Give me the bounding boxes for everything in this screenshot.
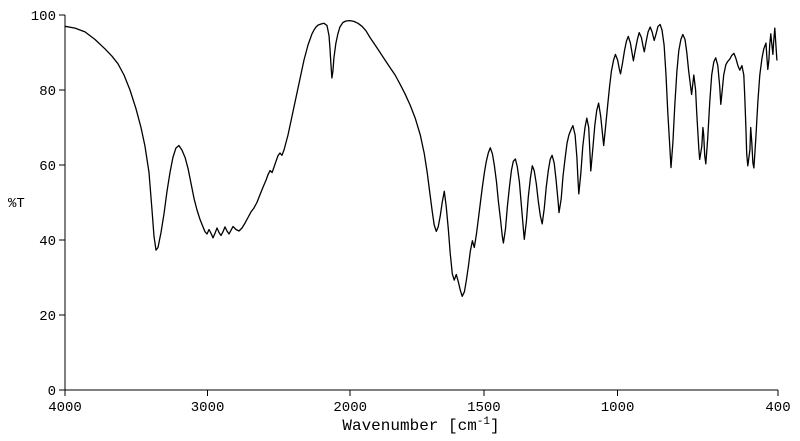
x-tick-label: 4000 (48, 400, 82, 416)
spectrum-curve (64, 19, 778, 297)
y-tick-label: 80 (39, 84, 56, 100)
x-tick-label: 2000 (333, 400, 367, 416)
x-tick-label: 3000 (191, 400, 225, 416)
y-tick-label: 100 (31, 9, 56, 25)
y-ticks: 0 20 40 60 80 100 (31, 9, 65, 400)
x-tick-label: 400 (765, 400, 790, 416)
x-tick-label: 1000 (601, 400, 635, 416)
x-tick-label: 1500 (467, 400, 501, 416)
x-axis-label: Wavenumber [cm-1] (342, 416, 499, 435)
y-tick-label: 60 (39, 159, 56, 175)
y-tick-label: 20 (39, 309, 56, 325)
axes (64, 15, 778, 391)
y-tick-label: 0 (48, 384, 56, 400)
y-tick-label: 40 (39, 234, 56, 250)
x-ticks: 4000 3000 2000 1500 1000 400 (48, 390, 791, 416)
y-axis-label: %T (8, 196, 25, 212)
